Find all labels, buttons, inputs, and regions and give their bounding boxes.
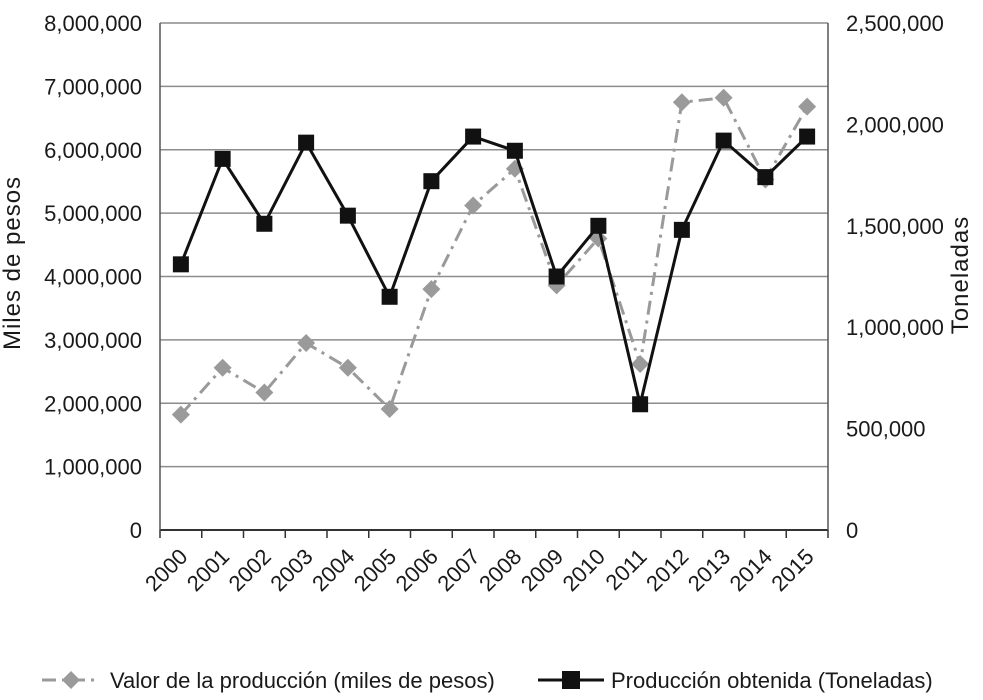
x-tick-label: 2003	[265, 544, 317, 596]
x-tick-label: 2012	[641, 544, 693, 596]
left-tick-label: 7,000,000	[44, 74, 142, 99]
x-tick-label: 2001	[182, 544, 234, 596]
x-tick-label: 2006	[391, 544, 443, 596]
data-point	[381, 288, 398, 305]
x-tick-label: 2007	[432, 544, 484, 596]
data-point	[298, 134, 315, 151]
left-axis-ticks: 0 1,000,000 2,000,000 3,000,000 4,000,000 5,0…	[44, 11, 142, 543]
x-tick-label: 2008	[474, 544, 526, 596]
data-point	[465, 128, 482, 145]
right-tick-label: 2,000,000	[846, 112, 944, 137]
x-tick-label: 2011	[601, 544, 652, 595]
data-point	[714, 88, 733, 107]
right-tick-label: 1,500,000	[846, 214, 944, 239]
x-tick-label: 2005	[349, 544, 401, 596]
data-point	[380, 399, 399, 418]
legend-valor-label: Valor de la producción (miles de pesos)	[110, 668, 495, 693]
x-tick-label: 2010	[558, 544, 610, 596]
data-point	[631, 354, 650, 373]
series-line	[179, 96, 809, 416]
left-tick-label: 5,000,000	[44, 201, 142, 226]
data-point	[297, 334, 316, 353]
x-tick-label: 2013	[683, 544, 735, 596]
data-point	[715, 132, 732, 149]
data-point	[423, 173, 440, 190]
x-tick-label: 2014	[725, 544, 777, 596]
legend-produccion-marker	[562, 671, 580, 689]
right-tick-label: 0	[846, 518, 858, 543]
data-point	[548, 268, 565, 285]
legend-valor-marker	[62, 671, 80, 689]
legend: Valor de la producción (miles de pesos) …	[42, 668, 933, 693]
left-tick-label: 1,000,000	[44, 455, 142, 480]
data-point	[464, 196, 483, 215]
data-point	[757, 169, 774, 186]
right-axis-title: Toneladas	[947, 216, 974, 334]
series-line	[179, 135, 809, 406]
left-tick-label: 0	[130, 518, 142, 543]
data-point	[172, 256, 189, 273]
right-axis-ticks: 0 500,000 1,000,000 1,500,000 2,000,000 2,500…	[846, 11, 944, 543]
data-point	[214, 150, 231, 167]
data-point	[798, 97, 817, 116]
x-tick-label: 2004	[307, 544, 359, 596]
right-tick-label: 500,000	[846, 417, 926, 442]
x-tick-label: 2000	[140, 544, 192, 596]
data-point	[422, 280, 441, 299]
left-axis-title: Miles de pesos	[0, 176, 26, 350]
data-point	[256, 215, 273, 232]
data-point	[255, 383, 274, 402]
left-tick-label: 8,000,000	[44, 11, 142, 36]
legend-produccion-label: Producción obtenida (Toneladas)	[611, 668, 933, 693]
data-point	[673, 221, 690, 238]
data-point	[171, 405, 190, 424]
left-tick-label: 4,000,000	[44, 265, 142, 290]
series-layer	[171, 88, 817, 424]
left-tick-label: 2,000,000	[44, 391, 142, 416]
x-tick-label: 2009	[516, 544, 568, 596]
data-point	[632, 396, 649, 413]
x-tick-label: 2002	[224, 544, 276, 596]
data-point	[799, 128, 816, 145]
left-tick-label: 6,000,000	[44, 138, 142, 163]
right-tick-label: 1,000,000	[846, 315, 944, 340]
x-tick-label: 2015	[766, 544, 818, 596]
data-point	[590, 217, 607, 234]
data-point	[339, 207, 356, 224]
data-point	[213, 358, 232, 377]
data-point	[672, 93, 691, 112]
right-tick-label: 2,500,000	[846, 11, 944, 36]
data-point	[506, 142, 523, 159]
series-1	[172, 128, 816, 413]
data-point	[338, 358, 357, 377]
left-tick-label: 3,000,000	[44, 328, 142, 353]
x-axis-ticks: 2000200120022003200420052006200720082009…	[140, 544, 819, 596]
